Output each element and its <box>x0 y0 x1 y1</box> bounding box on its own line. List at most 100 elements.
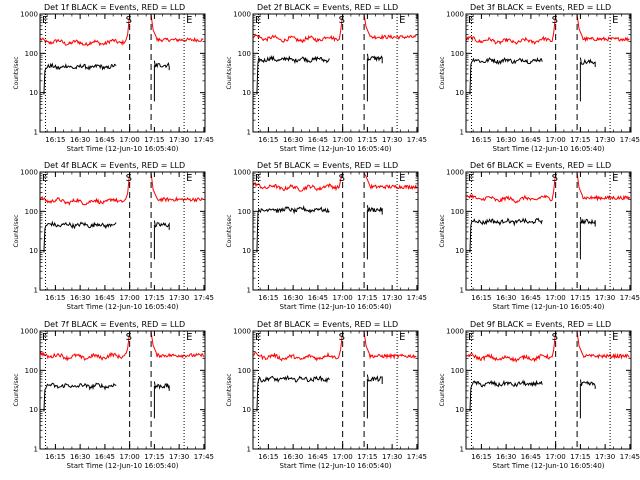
y-tick-label: 10 <box>29 247 38 255</box>
y-tick-label: 100 <box>25 367 38 375</box>
y-tick-label: 1 <box>460 287 464 295</box>
x-tick-label: 16:45 <box>521 136 541 144</box>
y-tick-label: 1 <box>460 129 464 137</box>
marker-label: E <box>612 173 618 184</box>
marker-label: S <box>126 332 132 343</box>
x-tick-label: 16:45 <box>308 453 328 461</box>
x-tick-label: 16:45 <box>521 294 541 302</box>
x-tick-label: 16:15 <box>258 136 278 144</box>
x-axis-label: Start Time (12-Jun-10 16:05:40) <box>493 303 605 311</box>
red-lld-trace-1 <box>253 14 344 44</box>
x-tick-label: 17:15 <box>570 136 590 144</box>
y-tick-label: 1000 <box>446 11 464 19</box>
x-tick-label: 17:45 <box>620 136 640 144</box>
black-events-trace-1 <box>469 217 543 253</box>
black-events-trace-2 <box>153 220 170 230</box>
black-events-trace-1 <box>43 62 117 95</box>
black-events-trace-2 <box>579 217 596 227</box>
black-events-trace-1 <box>256 55 330 95</box>
x-tick-label: 17:15 <box>357 453 377 461</box>
x-tick-label: 17:45 <box>407 453 427 461</box>
y-tick-label: 100 <box>451 208 464 216</box>
x-tick-label: 17:45 <box>620 294 640 302</box>
x-tick-label: 17:45 <box>194 294 214 302</box>
x-tick-label: 16:15 <box>258 453 278 461</box>
y-axis-label: Counts/sec <box>439 56 446 89</box>
black-events-trace-2 <box>153 381 170 391</box>
marker-label: S <box>552 15 558 26</box>
plot-frame <box>39 171 206 291</box>
marker-label: E <box>612 15 618 26</box>
panel-title: Det 9f BLACK = Events, RED = LLD <box>470 320 611 329</box>
x-tick-label: 17:00 <box>546 294 566 302</box>
y-tick-label: 100 <box>25 50 38 58</box>
red-lld-trace-2 <box>363 14 417 40</box>
x-tick-label: 17:00 <box>333 294 353 302</box>
y-tick-label: 1 <box>460 446 464 454</box>
panel-title: Det 5f BLACK = Events, RED = LLD <box>257 161 398 170</box>
x-axis-label: Start Time (12-Jun-10 16:05:40) <box>67 303 179 311</box>
panel-3: Det 3f BLACK = Events, RED = LLDESE11010… <box>439 3 640 153</box>
x-tick-label: 17:30 <box>382 136 402 144</box>
red-lld-trace-1 <box>40 331 131 362</box>
y-tick-label: 10 <box>242 406 251 414</box>
y-tick-label: 1000 <box>20 169 38 177</box>
x-axis-label: Start Time (12-Jun-10 16:05:40) <box>280 303 392 311</box>
y-tick-label: 1000 <box>446 169 464 177</box>
x-axis-label: Start Time (12-Jun-10 16:05:40) <box>493 145 605 153</box>
x-tick-label: 17:45 <box>407 136 427 144</box>
x-tick-label: 17:30 <box>595 136 615 144</box>
y-tick-label: 1 <box>247 446 251 454</box>
x-tick-label: 17:00 <box>333 453 353 461</box>
marker-label: S <box>552 332 558 343</box>
x-tick-label: 17:30 <box>169 294 189 302</box>
y-tick-label: 1 <box>34 287 38 295</box>
marker-label: S <box>552 173 558 184</box>
red-lld-trace-2 <box>150 331 204 359</box>
y-tick-label: 1000 <box>20 328 38 336</box>
x-tick-label: 16:45 <box>95 294 115 302</box>
x-axis-label: Start Time (12-Jun-10 16:05:40) <box>280 462 392 470</box>
red-lld-trace-1 <box>466 14 557 46</box>
y-tick-label: 100 <box>451 367 464 375</box>
x-tick-label: 16:45 <box>95 453 115 461</box>
plot-frame <box>252 13 419 133</box>
x-tick-label: 17:30 <box>595 453 615 461</box>
panel-title: Det 3f BLACK = Events, RED = LLD <box>470 3 611 12</box>
panel-8: Det 8f BLACK = Events, RED = LLDESE11010… <box>226 320 427 470</box>
marker-label: S <box>126 173 132 184</box>
black-events-trace-2 <box>579 57 596 67</box>
y-tick-label: 1000 <box>233 328 251 336</box>
marker-label: S <box>126 15 132 26</box>
red-lld-trace-2 <box>576 331 630 360</box>
y-axis-label: Counts/sec <box>226 214 233 247</box>
panel-title: Det 2f BLACK = Events, RED = LLD <box>257 3 398 12</box>
red-lld-trace-2 <box>576 172 630 202</box>
plot-frame <box>39 13 206 133</box>
x-tick-label: 17:30 <box>595 294 615 302</box>
x-tick-label: 17:15 <box>357 294 377 302</box>
black-events-trace-2 <box>366 53 383 64</box>
x-axis-label: Start Time (12-Jun-10 16:05:40) <box>67 462 179 470</box>
y-tick-label: 100 <box>238 208 251 216</box>
x-tick-label: 16:15 <box>471 294 491 302</box>
red-lld-trace-1 <box>40 172 131 206</box>
panel-5: Det 5f BLACK = Events, RED = LLDESE11010… <box>226 161 427 311</box>
y-axis-label: Counts/sec <box>226 373 233 406</box>
x-tick-label: 17:15 <box>570 453 590 461</box>
x-tick-label: 16:30 <box>70 294 90 302</box>
x-tick-label: 17:45 <box>407 294 427 302</box>
y-tick-label: 10 <box>29 406 38 414</box>
y-axis-label: Counts/sec <box>439 373 446 406</box>
marker-label: E <box>186 173 192 184</box>
black-events-trace-1 <box>43 220 117 253</box>
marker-label: E <box>186 15 192 26</box>
x-tick-label: 16:45 <box>95 136 115 144</box>
marker-label: S <box>339 173 345 184</box>
x-tick-label: 17:15 <box>570 294 590 302</box>
x-tick-label: 16:15 <box>45 294 65 302</box>
black-events-trace-1 <box>256 205 330 253</box>
y-tick-label: 100 <box>238 367 251 375</box>
red-lld-trace-1 <box>253 331 344 362</box>
black-events-trace-1 <box>469 379 543 412</box>
